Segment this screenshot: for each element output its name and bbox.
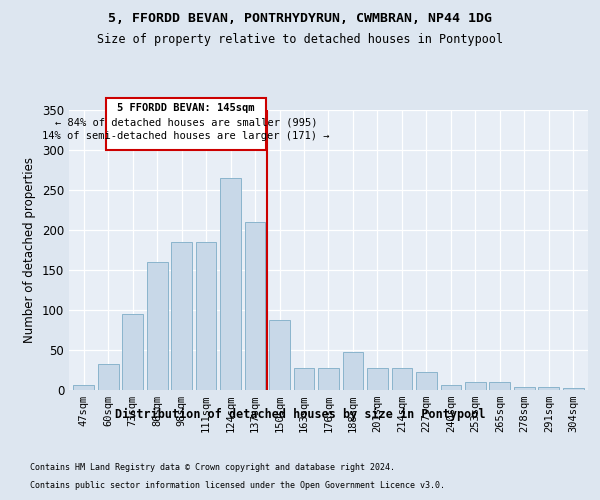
Bar — [196, 242, 217, 390]
Bar — [98, 364, 119, 390]
Bar — [171, 242, 192, 390]
Bar — [416, 372, 437, 390]
Text: ← 84% of detached houses are smaller (995): ← 84% of detached houses are smaller (99… — [55, 117, 317, 127]
Text: Size of property relative to detached houses in Pontypool: Size of property relative to detached ho… — [97, 32, 503, 46]
Bar — [343, 352, 364, 390]
Text: Contains public sector information licensed under the Open Government Licence v3: Contains public sector information licen… — [30, 481, 445, 490]
Text: 5, FFORDD BEVAN, PONTRHYDYRUN, CWMBRAN, NP44 1DG: 5, FFORDD BEVAN, PONTRHYDYRUN, CWMBRAN, … — [108, 12, 492, 26]
Bar — [538, 387, 559, 390]
Text: Contains HM Land Registry data © Crown copyright and database right 2024.: Contains HM Land Registry data © Crown c… — [30, 462, 395, 471]
Bar — [392, 368, 412, 390]
Bar — [440, 385, 461, 390]
Bar — [465, 382, 486, 390]
Bar — [220, 178, 241, 390]
Text: 5 FFORDD BEVAN: 145sqm: 5 FFORDD BEVAN: 145sqm — [117, 103, 254, 113]
Bar — [293, 368, 314, 390]
Text: 14% of semi-detached houses are larger (171) →: 14% of semi-detached houses are larger (… — [42, 131, 329, 141]
Bar — [514, 387, 535, 390]
Bar — [269, 320, 290, 390]
Bar — [318, 368, 339, 390]
Bar — [73, 385, 94, 390]
Text: Distribution of detached houses by size in Pontypool: Distribution of detached houses by size … — [115, 408, 485, 420]
Bar — [367, 368, 388, 390]
Bar — [245, 222, 265, 390]
Bar — [490, 382, 510, 390]
Bar — [122, 314, 143, 390]
Y-axis label: Number of detached properties: Number of detached properties — [23, 157, 37, 343]
Bar — [106, 98, 266, 150]
Bar — [563, 388, 584, 390]
Bar — [147, 262, 167, 390]
